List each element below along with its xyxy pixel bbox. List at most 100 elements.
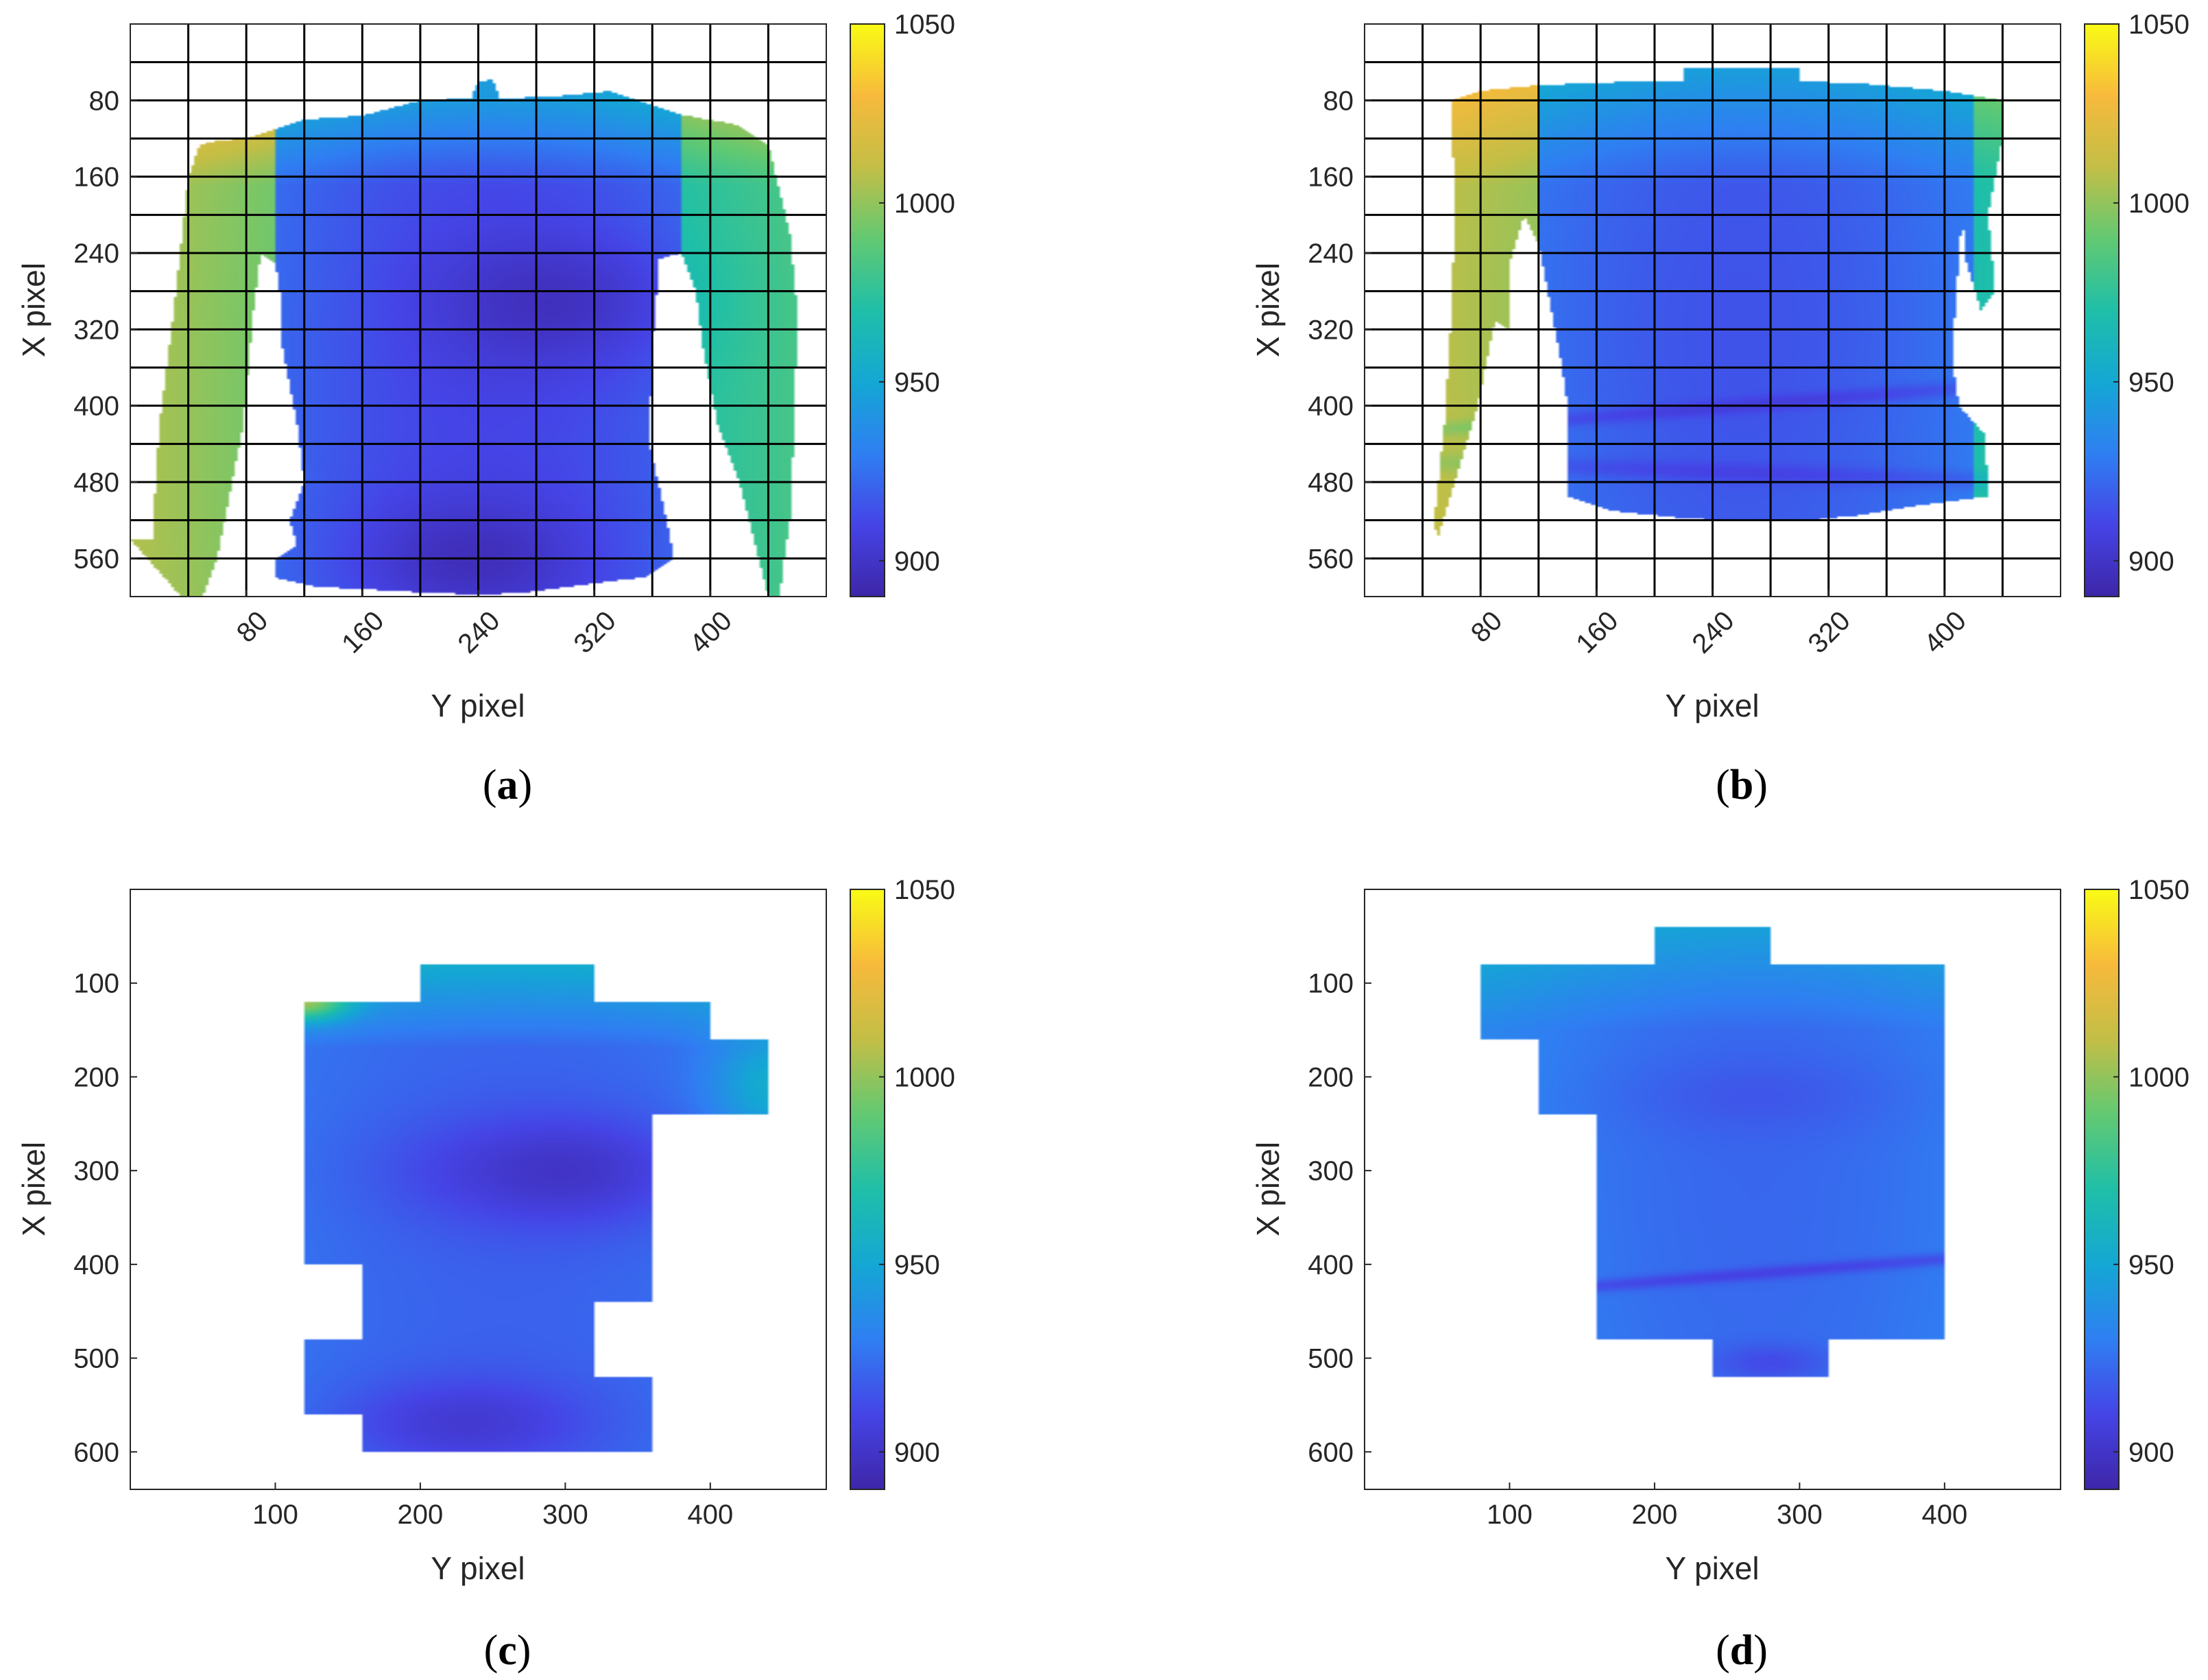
panel-a: 80 160 240 320 400 80 160 240 320 400 480 560 Y pi… [16,10,955,808]
colorbar-ticks-b: 900 950 1000 1050 [2113,10,2189,577]
yticks-a: 80 160 240 320 400 480 560 [73,86,137,574]
x-axis-title-d: Y pixel [1665,1550,1759,1586]
xticks-c: 100 200 300 400 [252,1483,733,1530]
y-tick-label: 80 [1323,86,1354,116]
panel-b: 80 160 240 320 400 80 160 240 320 400 480 560 Y pi… [1250,10,2189,808]
y-axis-title-c: X pixel [16,1142,51,1236]
panel-label-c-close: ) [517,1627,531,1674]
panel-label-d-open: ( [1716,1627,1730,1674]
yticks-d: 100 200 300 400 500 600 [1308,969,1371,1467]
heatmap-d [1365,889,2061,1489]
y-tick-label: 320 [1308,315,1354,345]
y-tick-label: 160 [1308,163,1354,193]
y-tick-label: 100 [1308,969,1354,999]
panel-label-a-letter: a [497,762,518,808]
y-axis-title-a: X pixel [16,263,51,357]
x-tick-label: 160 [1570,605,1624,659]
panel-label-c: (c) [484,1627,531,1674]
x-tick-label: 300 [542,1500,588,1530]
x-tick-label: 400 [1919,605,1972,659]
colorbar-tick-label: 950 [894,368,940,398]
x-tick-label: 200 [398,1500,444,1530]
y-tick-label: 600 [1308,1437,1354,1467]
colorbar-ticks-c: 900 950 1000 1050 [879,875,955,1467]
panel-label-c-open: ( [484,1627,499,1674]
panel-label-b-close: ) [1753,762,1768,808]
grid-b [1365,24,2061,597]
y-tick-label: 560 [73,544,119,574]
colorbar-tick-label: 1050 [2128,875,2189,905]
y-tick-label: 240 [73,239,119,269]
panel-label-d-letter: d [1730,1627,1753,1674]
x-axis-title-a: Y pixel [431,688,525,723]
y-tick-label: 100 [73,969,119,999]
panel-label-b-open: ( [1716,762,1730,808]
panel-label-d-close: ) [1753,1627,1768,1674]
panel-label-c-letter: c [498,1627,517,1674]
x-tick-label: 200 [1632,1500,1678,1530]
colorbar-tick-label: 950 [2128,1250,2174,1280]
y-axis-title-d: X pixel [1250,1142,1286,1236]
y-tick-label: 300 [73,1156,119,1186]
x-tick-label: 300 [1777,1500,1823,1530]
colorbar-b [2084,23,2120,597]
colorbar-tick-label: 1000 [894,1062,955,1092]
y-tick-label: 400 [73,392,119,422]
x-tick-label: 100 [1487,1500,1533,1530]
panel-label-a: (a) [483,762,532,808]
x-tick-label: 80 [231,605,274,649]
panel-label-b-letter: b [1730,762,1753,808]
y-tick-label: 320 [73,315,119,345]
colorbar-ticks-d: 900 950 1000 1050 [2113,875,2189,1467]
y-tick-label: 560 [1308,544,1354,574]
y-tick-label: 500 [73,1344,119,1374]
colorbar-d [2084,889,2120,1490]
x-tick-label: 100 [252,1500,298,1530]
colorbar-tick-label: 900 [894,1437,940,1467]
x-tick-label: 320 [1803,605,1856,659]
x-tick-label: 400 [1921,1500,1967,1530]
x-tick-label: 320 [568,605,622,659]
colorbar-tick-label: 900 [2128,1437,2174,1467]
colorbar-tick-label: 950 [2128,368,2174,398]
y-tick-label: 300 [1308,1156,1354,1186]
xticks-b: 80 160 240 320 400 [1465,590,1972,659]
colorbar-tick-label: 900 [2128,547,2174,577]
colorbar-tick-label: 900 [894,547,940,577]
colorbar-tick-label: 1000 [2128,189,2189,219]
xticks-d: 100 200 300 400 [1487,1483,1967,1530]
y-axis-title-b: X pixel [1250,263,1286,357]
panel-label-a-close: ) [518,762,533,808]
colorbar-a [850,23,885,597]
y-tick-label: 80 [89,86,120,116]
y-tick-label: 160 [73,163,119,193]
panel-label-d: (d) [1716,1627,1768,1674]
x-tick-label: 240 [452,605,505,659]
y-tick-label: 500 [1308,1344,1354,1374]
y-tick-label: 200 [1308,1062,1354,1092]
axes-box-d [1364,889,2061,1490]
x-tick-label: 80 [1465,605,1509,649]
x-tick-label: 240 [1686,605,1740,659]
colorbar-ticks-a: 900 950 1000 1050 [879,10,955,577]
colorbar-tick-label: 1050 [2128,10,2189,40]
heatmap-c [130,889,826,1489]
y-tick-label: 200 [73,1062,119,1092]
colorbar-tick-label: 1000 [894,189,955,219]
y-tick-label: 400 [1308,1250,1354,1280]
y-tick-label: 400 [73,1250,119,1280]
yticks-c: 100 200 300 400 500 600 [73,969,137,1467]
colorbar-tick-label: 1000 [2128,1062,2189,1092]
x-tick-label: 400 [687,1500,733,1530]
panel-label-a-open: ( [483,762,497,808]
xticks-a: 80 160 240 320 400 [231,590,738,659]
y-tick-label: 480 [1308,468,1354,498]
colorbar-tick-label: 950 [894,1250,940,1280]
colorbar-tick-label: 1050 [894,875,955,905]
y-tick-label: 400 [1308,392,1354,422]
x-axis-title-c: Y pixel [431,1550,525,1586]
colorbar-tick-label: 1050 [894,10,955,40]
